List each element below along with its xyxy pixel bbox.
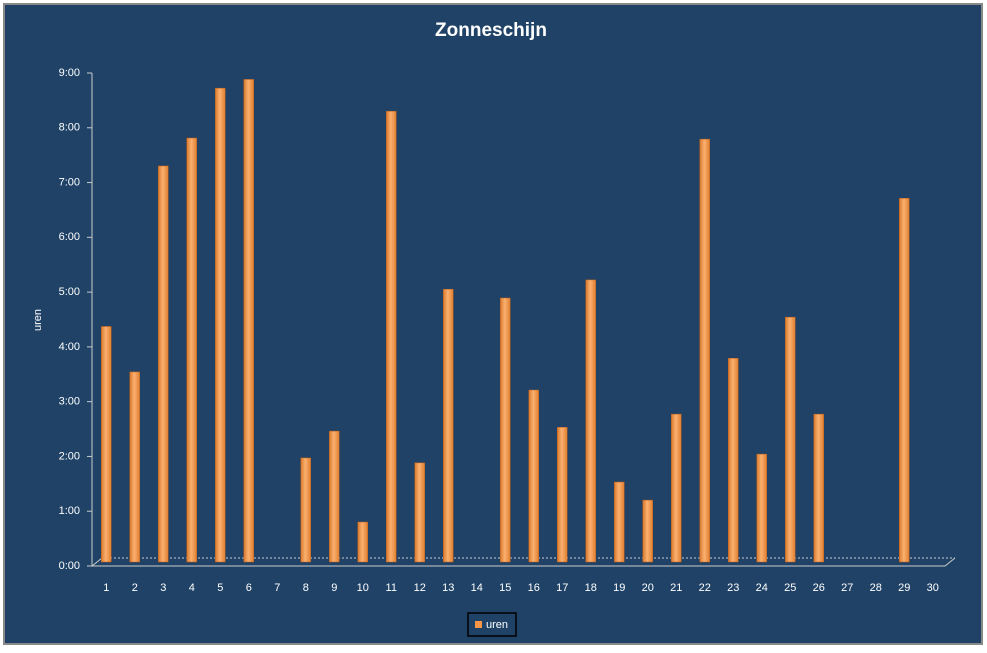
y-tick-label: 5:00 [59,286,80,298]
x-tick-label: 5 [217,582,223,594]
bar [614,481,625,563]
x-tick-label: 24 [756,582,768,594]
x-tick-label: 20 [642,582,654,594]
bar [642,499,653,563]
x-tick-label: 6 [246,582,252,594]
bar [215,87,226,563]
bar [500,297,511,563]
bar [785,316,796,563]
x-tick-label: 17 [556,582,568,594]
bar [329,430,340,563]
x-tick-label: 16 [528,582,540,594]
x-tick-label: 9 [331,582,337,594]
bar [443,288,454,563]
bar [243,79,254,563]
x-axis [92,557,956,567]
legend-swatch [475,621,482,628]
bar [528,389,539,563]
bar [585,279,596,563]
x-tick-label: 10 [357,582,369,594]
x-tick-label: 4 [189,582,195,594]
bar [357,521,368,563]
bar [386,110,397,563]
bar [557,426,568,563]
bar [756,453,767,563]
y-tick-label: 1:00 [59,505,80,517]
bar [699,138,710,563]
x-tick-label: 25 [784,582,796,594]
legend-label: uren [486,619,508,631]
y-tick-label: 0:00 [59,560,80,572]
bar [414,462,425,563]
bar [158,165,169,563]
bar [899,198,910,563]
x-tick-label: 1 [103,582,109,594]
x-tick-label: 21 [670,582,682,594]
y-axis-label: uren [32,309,44,331]
x-tick-label: 13 [442,582,454,594]
bar [186,137,197,563]
bar [101,326,112,563]
chart-title: Zonneschijn [435,20,547,41]
x-tick-label: 8 [303,582,309,594]
x-tick-label: 12 [414,582,426,594]
x-tick-label: 7 [274,582,280,594]
x-tick-label: 23 [727,582,739,594]
floor-edge [91,557,103,567]
chart-area [3,3,983,645]
x-tick-label: 14 [471,582,483,594]
bar [300,457,311,563]
x-tick-label: 28 [870,582,882,594]
bar [129,371,140,563]
x-tick-label: 19 [613,582,625,594]
x-tick-label: 27 [841,582,853,594]
x-tick-label: 2 [132,582,138,594]
legend-box [467,612,517,637]
bar [813,413,824,563]
x-tick-label: 30 [927,582,939,594]
y-tick-label: 9:00 [59,67,80,79]
y-tick-label: 2:00 [59,450,80,462]
y-tick-label: 3:00 [59,396,80,408]
x-tick-label: 22 [699,582,711,594]
legend: uren [467,612,517,637]
x-tick-label: 3 [160,582,166,594]
y-tick-label: 6:00 [59,231,80,243]
x-tick-label: 18 [585,582,597,594]
x-tick-label: 15 [499,582,511,594]
y-tick-label: 7:00 [59,176,80,188]
bar [728,357,739,563]
x-tick-label: 11 [386,582,397,594]
bar [671,413,682,563]
x-tick-label: 29 [898,582,910,594]
x-tick-label: 26 [813,582,825,594]
y-tick-label: 4:00 [59,341,80,353]
y-tick-label: 8:00 [59,122,80,134]
